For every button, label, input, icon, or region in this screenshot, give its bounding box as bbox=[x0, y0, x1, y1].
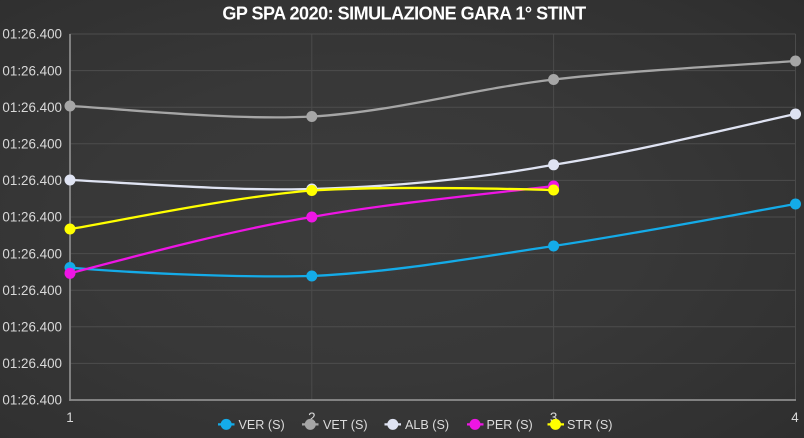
svg-text:VET (S): VET (S) bbox=[323, 418, 368, 432]
svg-text:01:26.400: 01:26.400 bbox=[2, 246, 62, 261]
svg-text:01:26.400: 01:26.400 bbox=[2, 356, 62, 371]
svg-text:01:26.400: 01:26.400 bbox=[2, 393, 62, 408]
svg-text:01:26.400: 01:26.400 bbox=[2, 320, 62, 335]
svg-text:VER (S): VER (S) bbox=[239, 418, 285, 432]
svg-text:01:26.400: 01:26.400 bbox=[2, 100, 62, 115]
svg-text:01:26.400: 01:26.400 bbox=[2, 63, 62, 78]
svg-text:ALB (S): ALB (S) bbox=[405, 418, 449, 432]
svg-text:01:26.400: 01:26.400 bbox=[2, 27, 62, 42]
svg-text:3: 3 bbox=[550, 410, 557, 425]
svg-text:2: 2 bbox=[308, 410, 315, 425]
svg-text:1: 1 bbox=[66, 410, 73, 425]
svg-text:01:26.400: 01:26.400 bbox=[2, 173, 62, 188]
svg-text:01:26.400: 01:26.400 bbox=[2, 210, 62, 225]
svg-text:4: 4 bbox=[791, 410, 799, 425]
svg-text:01:26.400: 01:26.400 bbox=[2, 137, 62, 152]
svg-text:STR (S): STR (S) bbox=[567, 418, 612, 432]
svg-text:GP SPA 2020: SIMULAZIONE GARA: GP SPA 2020: SIMULAZIONE GARA 1° STINT bbox=[222, 4, 586, 24]
svg-text:PER (S): PER (S) bbox=[487, 418, 533, 432]
svg-text:01:26.400: 01:26.400 bbox=[2, 283, 62, 298]
